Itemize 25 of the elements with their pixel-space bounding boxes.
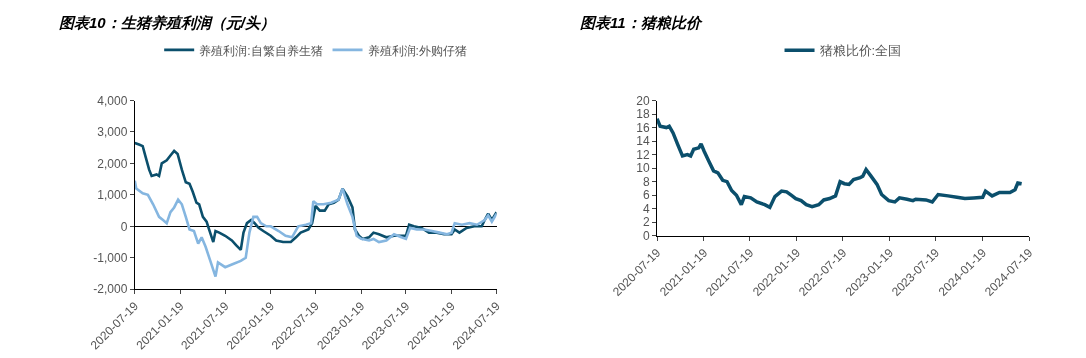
y-tick-label: 0	[120, 219, 128, 234]
chart-title: 图表11：猪粮比价	[580, 14, 703, 31]
y-tick-label: 1,000	[97, 188, 128, 203]
y-tick-label: 4	[642, 201, 650, 216]
y-tick-label: 6	[642, 188, 650, 203]
y-tick-label: -1,000	[93, 250, 128, 265]
y-tick-label: 18	[636, 107, 650, 122]
y-tick-label: 12	[636, 147, 650, 162]
y-tick-label: 0	[642, 228, 650, 243]
y-tick-label: 10	[636, 161, 650, 176]
y-tick-label: 4,000	[97, 93, 128, 108]
legend-label: 养殖利润:外购仔猪	[367, 43, 467, 58]
y-tick-label: 2	[642, 215, 650, 230]
y-tick-label: 3,000	[97, 125, 128, 140]
y-tick-label: -2,000	[93, 282, 128, 297]
y-tick-label: 2,000	[97, 156, 128, 171]
line-series	[134, 179, 497, 278]
y-tick-label: 8	[642, 174, 650, 189]
y-tick-label: 14	[636, 134, 650, 149]
y-tick-label: 16	[636, 120, 650, 135]
y-tick-label: 20	[636, 93, 650, 108]
line-series	[657, 117, 1024, 210]
legend-label: 猪粮比价:全国	[819, 43, 902, 59]
legend-label: 养殖利润:自繁自养生猪	[199, 43, 323, 58]
chart-title: 图表10：生猪养殖利润（元/头）	[59, 14, 275, 31]
